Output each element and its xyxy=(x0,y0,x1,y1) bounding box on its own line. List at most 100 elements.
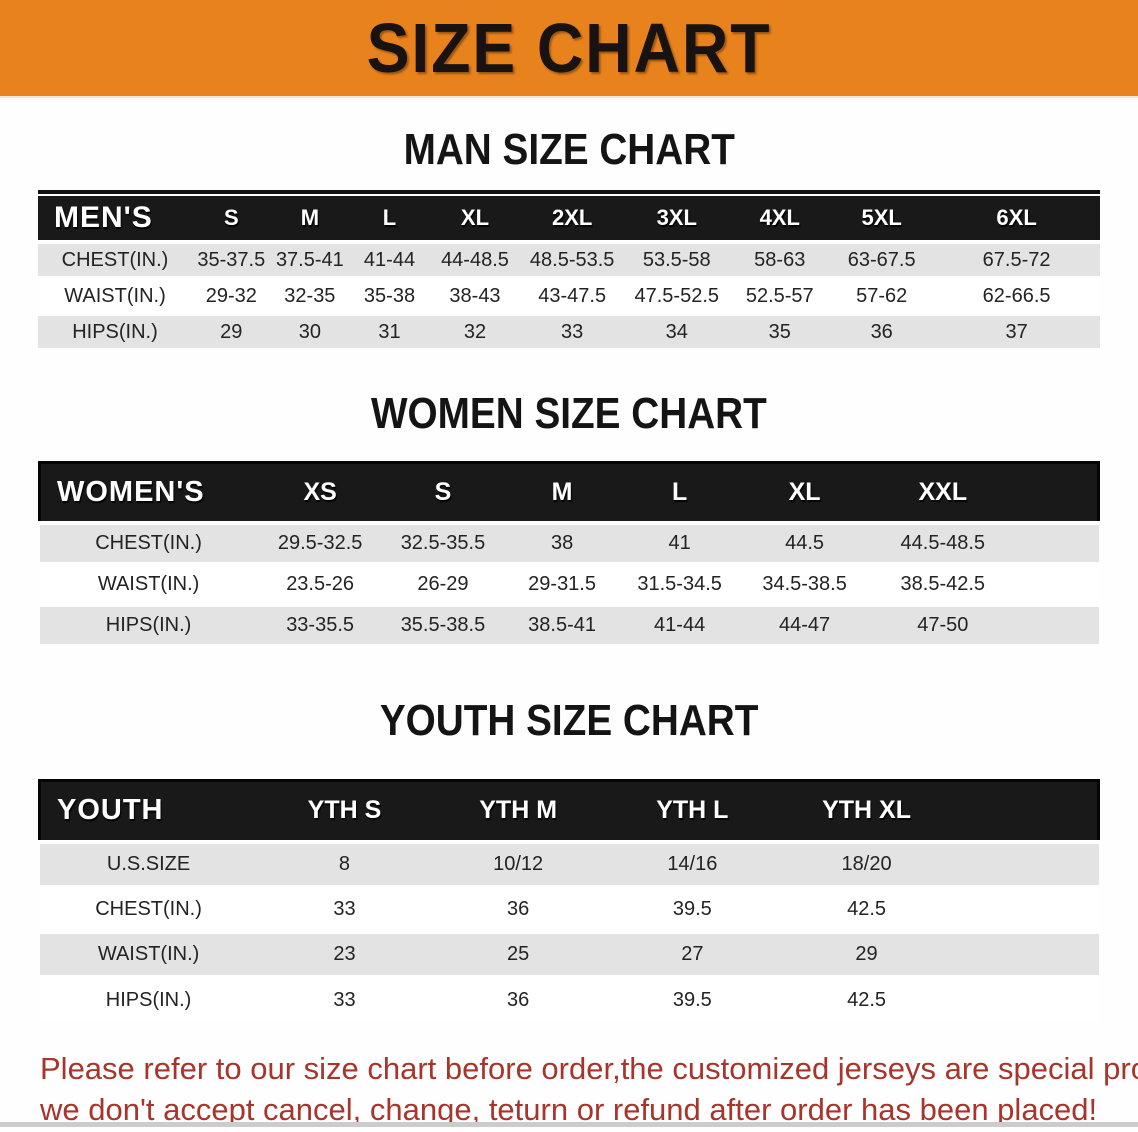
youth-size-value: 27 xyxy=(604,930,780,979)
women-size-value: 44.5 xyxy=(738,520,871,566)
women-header-row: WOMEN'S XS S M L XL XXL xyxy=(39,462,1099,523)
order-policy-note: Please refer to our size chart before or… xyxy=(40,1048,1138,1130)
youth-measure-row: CHEST(IN.) 33 36 39.5 42.5 xyxy=(39,887,1099,932)
youth-group-label: YOUTH xyxy=(57,794,164,827)
women-size-header: XL xyxy=(788,477,821,506)
women-size-section: WOMEN SIZE CHART WOMEN'S XS S M L XL XXL CHEST(… xyxy=(0,389,1138,648)
women-measure-label: HIPS(IN.) xyxy=(39,602,258,648)
women-header-filler xyxy=(1015,463,1099,523)
men-size-value: 58-63 xyxy=(729,240,831,280)
women-size-value: 44.5-48.5 xyxy=(870,520,1015,566)
men-size-value: 32-35 xyxy=(270,278,350,314)
order-policy-note-line-1: Please refer to our size chart before or… xyxy=(40,1051,1138,1086)
women-measure-row: HIPS(IN.) 33-35.5 35.5-38.5 38.5-41 41-44 44-… xyxy=(39,602,1099,648)
women-size-table: WOMEN'S XS S M L XL XXL CHEST(IN.) 29.5-32.5 32.5… xyxy=(38,461,1100,648)
men-size-header: M xyxy=(300,205,320,230)
youth-row-filler xyxy=(953,977,1099,1022)
men-measure-row: WAIST(IN.) 29-32 32-35 35-38 38-43 43-47.5 47.… xyxy=(38,278,1100,314)
men-size-header: 4XL xyxy=(759,205,800,230)
women-size-value: 44-47 xyxy=(738,602,871,648)
youth-size-value: 39.5 xyxy=(604,887,780,932)
men-table-top-rule xyxy=(38,190,1100,194)
men-size-value: 36 xyxy=(830,312,934,352)
youth-row-filler xyxy=(953,887,1099,932)
youth-size-table: YOUTH YTH S YTH M YTH L YTH XL U.S.SIZE 8 10/12… xyxy=(38,779,1100,1022)
women-size-value: 38.5-41 xyxy=(503,602,621,648)
men-size-value: 35 xyxy=(729,312,831,352)
women-size-header: M xyxy=(551,477,573,506)
youth-size-value: 18/20 xyxy=(779,840,954,889)
women-table-wrap: WOMEN'S XS S M L XL XXL CHEST(IN.) 29.5-32.5 32.5… xyxy=(38,461,1100,648)
men-size-value: 48.5-53.5 xyxy=(520,240,625,280)
banner-title: SIZE CHART xyxy=(366,9,772,87)
men-size-value: 53.5-58 xyxy=(624,240,730,280)
women-size-value: 41 xyxy=(620,520,739,566)
women-size-value: 34.5-38.5 xyxy=(738,563,871,605)
youth-size-value: 29 xyxy=(779,930,954,979)
youth-size-value: 10/12 xyxy=(431,840,605,889)
women-measure-label: WAIST(IN.) xyxy=(39,563,258,605)
men-size-section: MAN SIZE CHART MEN'S S M L XL 2XL 3XL 4XL 5XL 6XL… xyxy=(0,125,1138,352)
youth-measure-row: HIPS(IN.) 33 36 39.5 42.5 xyxy=(39,977,1099,1022)
women-size-value: 38 xyxy=(503,520,621,566)
men-size-header: XL xyxy=(460,205,490,230)
men-chart-heading-text: MAN SIZE CHART xyxy=(403,125,735,174)
men-table-wrap: MEN'S S M L XL 2XL 3XL 4XL 5XL 6XL CHEST(IN.) 35-37… xyxy=(38,190,1100,352)
women-measure-label: CHEST(IN.) xyxy=(39,520,258,566)
men-size-value: 43-47.5 xyxy=(520,278,625,314)
women-row-filler xyxy=(1014,602,1099,648)
men-size-table: MEN'S S M L XL 2XL 3XL 4XL 5XL 6XL CHEST(IN.) 35-37… xyxy=(38,196,1100,352)
youth-row-filler xyxy=(953,840,1099,889)
men-size-value: 47.5-52.5 xyxy=(624,278,730,314)
men-size-value: 35-37.5 xyxy=(192,240,271,280)
men-size-header: 3XL xyxy=(656,205,697,230)
women-group-label: WOMEN'S xyxy=(57,475,205,508)
men-group-label: MEN'S xyxy=(54,201,153,234)
women-chart-heading-text: WOMEN SIZE CHART xyxy=(371,389,767,438)
women-row-filler xyxy=(1014,563,1099,605)
women-measure-row: WAIST(IN.) 23.5-26 26-29 29-31.5 31.5-34.5 34… xyxy=(39,563,1099,605)
banner: SIZE CHART xyxy=(0,0,1138,98)
youth-size-value: 33 xyxy=(257,977,432,1022)
youth-size-section: YOUTH SIZE CHART YOUTH YTH S YTH M YTH L YTH… xyxy=(0,696,1138,1022)
women-size-header: L xyxy=(671,477,688,506)
youth-size-value: 39.5 xyxy=(604,977,780,1022)
order-policy-note-line-2: we don't accept cancel, change, teturn o… xyxy=(40,1092,1098,1127)
women-size-header: XS xyxy=(303,477,337,506)
women-row-filler xyxy=(1014,520,1099,566)
youth-measure-label: HIPS(IN.) xyxy=(39,977,258,1022)
bottom-rule xyxy=(0,1122,1138,1127)
women-size-value: 23.5-26 xyxy=(257,563,383,605)
men-size-value: 57-62 xyxy=(830,278,934,314)
youth-size-header: YTH L xyxy=(656,796,729,825)
women-size-value: 41-44 xyxy=(620,602,739,648)
women-size-value: 32.5-35.5 xyxy=(382,520,504,566)
men-size-value: 67.5-72 xyxy=(933,240,1100,280)
youth-measure-row: WAIST(IN.) 23 25 27 29 xyxy=(39,930,1099,979)
youth-header-row: YOUTH YTH S YTH M YTH L YTH XL xyxy=(39,780,1099,842)
men-chart-heading: MAN SIZE CHART xyxy=(0,125,1138,175)
youth-table-wrap: YOUTH YTH S YTH M YTH L YTH XL U.S.SIZE 8 10/12… xyxy=(38,779,1100,1022)
men-measure-row: HIPS(IN.) 29 30 31 32 33 34 35 36 37 xyxy=(38,312,1100,352)
men-size-value: 29-32 xyxy=(192,278,271,314)
women-chart-heading: WOMEN SIZE CHART xyxy=(0,389,1138,439)
men-size-value: 30 xyxy=(270,312,350,352)
youth-size-value: 23 xyxy=(257,930,432,979)
men-size-value: 38-43 xyxy=(429,278,521,314)
youth-size-value: 36 xyxy=(431,887,605,932)
youth-size-header: YTH S xyxy=(307,796,382,825)
men-size-value: 31 xyxy=(349,312,430,352)
men-measure-label: WAIST(IN.) xyxy=(38,278,192,314)
women-size-value: 38.5-42.5 xyxy=(870,563,1015,605)
women-measure-row: CHEST(IN.) 29.5-32.5 32.5-35.5 38 41 44.5 44.5… xyxy=(39,520,1099,566)
men-size-value: 37 xyxy=(933,312,1100,352)
youth-measure-row: U.S.SIZE 8 10/12 14/16 18/20 xyxy=(39,840,1099,889)
women-size-value: 29.5-32.5 xyxy=(257,520,383,566)
youth-size-value: 42.5 xyxy=(779,887,954,932)
men-size-value: 35-38 xyxy=(349,278,430,314)
men-size-value: 34 xyxy=(624,312,730,352)
women-size-value: 29-31.5 xyxy=(503,563,621,605)
youth-size-value: 42.5 xyxy=(779,977,954,1022)
women-size-value: 47-50 xyxy=(870,602,1015,648)
women-size-value: 33-35.5 xyxy=(257,602,383,648)
